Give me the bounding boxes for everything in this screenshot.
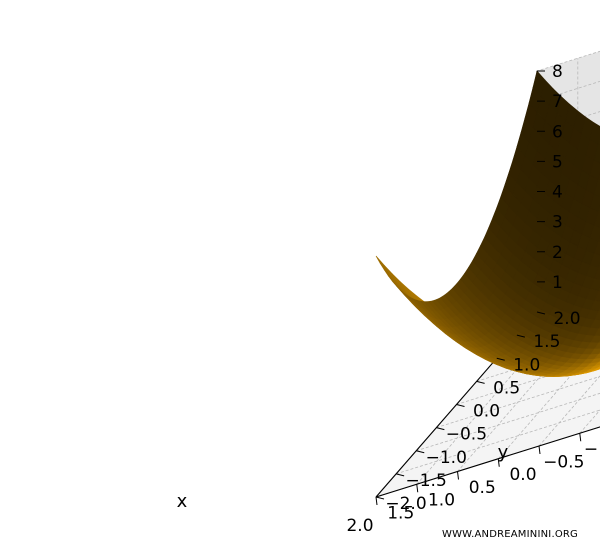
y-tick-mark xyxy=(476,380,485,384)
y-tick-mark xyxy=(516,334,525,338)
y-tick-label: 1.5 xyxy=(533,332,560,352)
y-tick-mark xyxy=(416,450,425,454)
y-tick-mark xyxy=(456,404,465,407)
x-tick-label: 1.0 xyxy=(428,491,455,511)
z-tick-label: 3 xyxy=(552,213,563,233)
x-tick-label: 1.5 xyxy=(387,503,414,523)
y-axis-label: y xyxy=(498,442,509,463)
y-tick-mark xyxy=(396,473,405,477)
y-tick-label: −1.5 xyxy=(405,471,446,491)
x-tick-mark xyxy=(457,471,459,480)
surface-patch xyxy=(589,122,600,145)
y-tick-label: 1.0 xyxy=(513,355,540,375)
x-tick-mark xyxy=(538,445,541,455)
y-tick-mark xyxy=(496,357,505,361)
tick-labels: −2.0−1.5−1.0−0.50.00.51.01.52.0−2.0−1.5−… xyxy=(346,62,600,536)
grid-line-x xyxy=(457,307,600,472)
y-tick-label: −2.0 xyxy=(385,494,426,514)
y-tick-mark xyxy=(436,427,445,431)
z-tick-label: 1 xyxy=(552,273,563,293)
watermark: WWW.ANDREAMININI.ORG xyxy=(441,529,578,540)
x-tick-label: 0.5 xyxy=(469,478,496,498)
x-tick-mark xyxy=(416,484,419,493)
x-tick-mark xyxy=(497,458,500,467)
z-tick-label: 7 xyxy=(552,92,563,112)
x-tick-label: 2.0 xyxy=(346,516,373,536)
x-tick-mark xyxy=(579,433,582,442)
grid-line-x xyxy=(497,341,600,460)
grid-line-x xyxy=(538,375,600,447)
x-tick-label: 0.0 xyxy=(509,465,536,485)
z-tick-label: 6 xyxy=(552,122,563,142)
y-tick-label: −1.0 xyxy=(426,448,467,468)
x-tick-label: −0.5 xyxy=(543,452,584,472)
z-tick-label: 4 xyxy=(552,183,563,203)
z-tick-label: 8 xyxy=(552,62,563,82)
x-tick-mark xyxy=(375,496,378,506)
y-tick-label: −0.5 xyxy=(446,425,487,445)
x-tick-label: −1.0 xyxy=(584,440,600,460)
y-tick-label: 0.5 xyxy=(493,378,520,398)
z-tick-label: 5 xyxy=(552,152,563,172)
y-tick-mark xyxy=(375,496,385,500)
z-tick-label: 2 xyxy=(552,243,563,263)
x-axis-label: x xyxy=(177,491,188,512)
y-tick-label: 0.0 xyxy=(473,402,500,422)
y-tick-label: 2.0 xyxy=(553,309,580,329)
y-tick-mark xyxy=(536,311,546,315)
surface-mesh xyxy=(375,70,600,377)
